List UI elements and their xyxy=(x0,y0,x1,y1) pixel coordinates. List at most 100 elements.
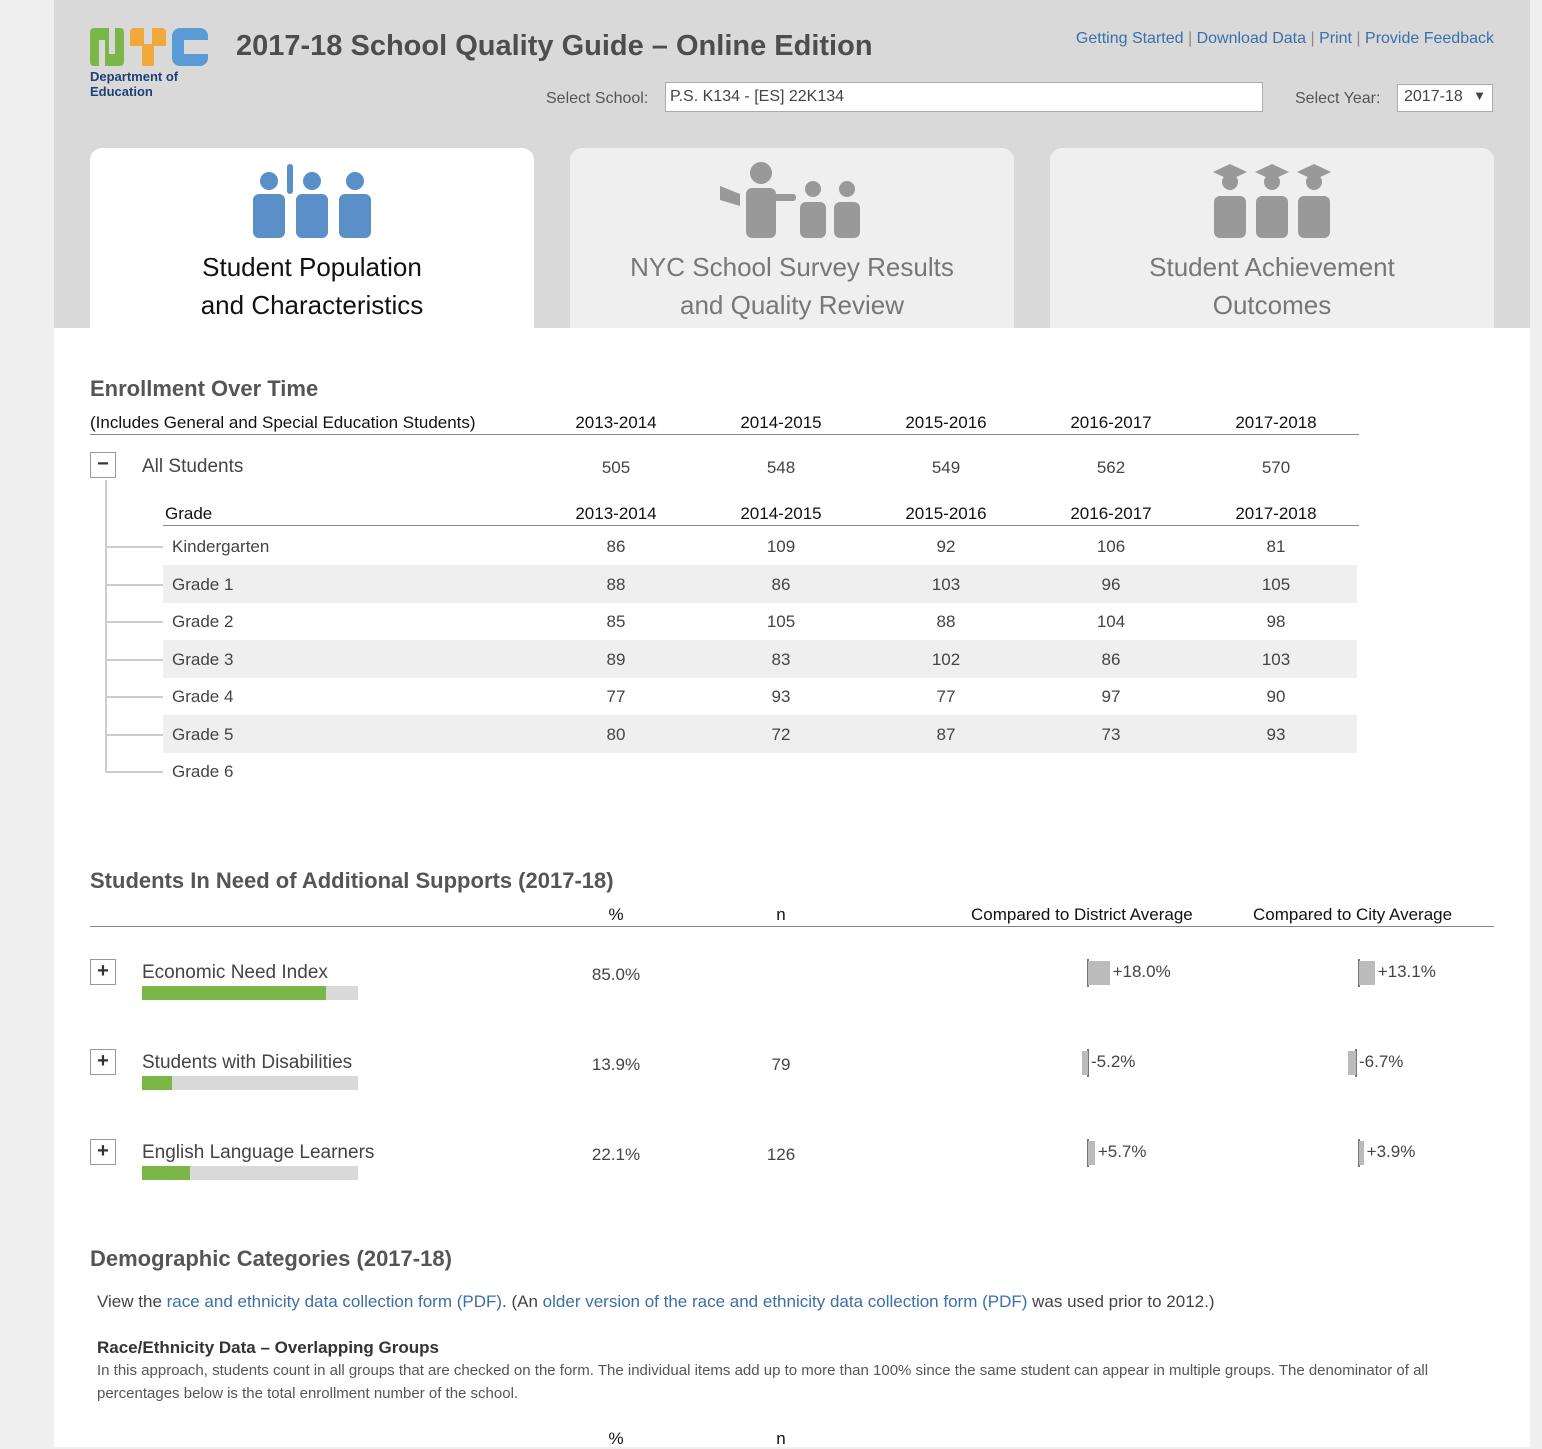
link-separator: | xyxy=(1356,30,1361,47)
page-title: 2017-18 School Quality Guide – Online Ed… xyxy=(236,30,873,62)
all-students-value: 505 xyxy=(601,458,631,477)
expand-disabilities-button[interactable]: + xyxy=(90,1049,116,1075)
row-stripe xyxy=(163,565,1357,603)
year-header: 2016-2017 xyxy=(1070,413,1152,432)
grade-value: 72 xyxy=(771,725,791,744)
demographics-intro: View the race and ethnicity data collect… xyxy=(97,1292,1215,1312)
teacher-with-students-icon xyxy=(720,162,860,238)
header: Department of Education 2017-18 School Q… xyxy=(54,0,1530,328)
city-compare-bar xyxy=(1359,1141,1364,1165)
grade-value: 81 xyxy=(1266,537,1286,556)
grade-value: 105 xyxy=(766,612,796,631)
logo-department-text: Department of Education xyxy=(90,69,178,99)
nyc-doe-logo[interactable]: Department of Education xyxy=(90,26,210,102)
intro-text: . (An xyxy=(502,1292,543,1311)
overlapping-groups-heading: Race/Ethnicity Data – Overlapping Groups xyxy=(97,1338,439,1357)
demographics-section-title: Demographic Categories (2017-18) xyxy=(90,1246,452,1271)
district-compare-value: +18.0% xyxy=(1112,962,1171,981)
tab-label-line-2: and Characteristics xyxy=(200,290,424,320)
expand-ell-button[interactable]: + xyxy=(90,1139,116,1165)
n-column-header: n xyxy=(776,905,786,924)
grade-value: 97 xyxy=(1101,687,1121,706)
tab-student-population[interactable]: Student Population and Characteristics xyxy=(90,148,534,328)
link-separator: | xyxy=(1187,30,1193,47)
grade-value: 109 xyxy=(766,537,796,556)
year-header: 2016-2017 xyxy=(1070,504,1152,523)
enrollment-section-title: Enrollment Over Time xyxy=(90,376,319,401)
expand-economic-need-button[interactable]: + xyxy=(90,959,116,985)
year-header: 2017-2018 xyxy=(1235,504,1317,523)
district-compare-bar xyxy=(1088,1141,1095,1165)
pct-bar xyxy=(142,1166,358,1180)
row-stripe xyxy=(163,640,1357,678)
city-compare-value: -6.7% xyxy=(1359,1052,1404,1071)
year-select[interactable]: 2017-18 ▼ xyxy=(1397,84,1493,112)
dropdown-arrow-icon: ▼ xyxy=(1473,88,1486,103)
grade-value: 103 xyxy=(931,575,961,594)
grade-value: 105 xyxy=(1261,575,1291,594)
print-link[interactable]: Print xyxy=(1319,30,1352,47)
select-school-label: Select School: xyxy=(546,90,649,107)
all-students-value: 562 xyxy=(1096,458,1126,477)
support-pct: 22.1% xyxy=(591,1145,641,1164)
pct-bar-fill xyxy=(142,1166,190,1180)
grade-label: Grade 6 xyxy=(172,762,234,781)
grade-value: 86 xyxy=(606,537,626,556)
support-n: 79 xyxy=(771,1055,791,1074)
getting-started-link[interactable]: Getting Started xyxy=(1075,30,1184,47)
all-students-value: 549 xyxy=(931,458,961,477)
intro-text: was used prior to 2012.) xyxy=(1027,1292,1215,1311)
provide-feedback-link[interactable]: Provide Feedback xyxy=(1365,30,1494,47)
grade-value: 89 xyxy=(606,650,626,669)
tree-branch xyxy=(105,734,163,736)
tab-label: Student Population and Characteristics xyxy=(90,248,534,324)
all-students-value: 548 xyxy=(766,458,796,477)
supports-section-title: Students In Need of Additional Supports … xyxy=(90,868,614,893)
grade-value: 87 xyxy=(936,725,956,744)
district-compare-value: -5.2% xyxy=(1091,1052,1136,1071)
pct-bar-fill xyxy=(142,1076,173,1090)
tree-branch xyxy=(105,696,163,698)
pct-column-header: % xyxy=(608,1429,624,1448)
grade-value: 73 xyxy=(1101,725,1121,744)
tree-branch xyxy=(105,546,163,548)
graduates-icon xyxy=(1213,164,1331,238)
intro-text: View the xyxy=(97,1292,167,1311)
school-search-input[interactable] xyxy=(665,82,1263,112)
tab-student-achievement[interactable]: Student Achievement Outcomes xyxy=(1050,148,1494,328)
city-compare-bar xyxy=(1347,1051,1356,1075)
tree-branch xyxy=(105,584,163,586)
collapse-all-students-button[interactable]: − xyxy=(90,452,116,478)
tab-label: NYC School Survey Results and Quality Re… xyxy=(570,248,1014,324)
tree-branch xyxy=(105,621,163,623)
grade-header-rule xyxy=(163,525,1359,526)
city-compare-value: +13.1% xyxy=(1377,962,1436,981)
download-data-link[interactable]: Download Data xyxy=(1196,30,1306,47)
older-race-form-link[interactable]: older version of the race and ethnicity … xyxy=(542,1292,1028,1311)
page: Department of Education 2017-18 School Q… xyxy=(54,0,1530,1448)
tab-label-line-2: and Quality Review xyxy=(680,290,904,320)
enrollment-subtitle: (Includes General and Special Education … xyxy=(90,413,476,432)
district-compare-value: +5.7% xyxy=(1097,1142,1147,1161)
grade-column-header: Grade xyxy=(165,504,213,523)
city-column-header: Compared to City Average xyxy=(1253,905,1453,924)
link-separator: | xyxy=(1310,30,1315,47)
year-header: 2015-2016 xyxy=(905,413,987,432)
race-form-link[interactable]: race and ethnicity data collection form … xyxy=(166,1292,503,1311)
city-compare-bar xyxy=(1359,961,1375,985)
header-rule xyxy=(90,434,1359,435)
select-year-label: Select Year: xyxy=(1295,90,1381,107)
tab-survey-results[interactable]: NYC School Survey Results and Quality Re… xyxy=(570,148,1014,328)
overlapping-groups-description: In this approach, students count in all … xyxy=(97,1362,1429,1402)
grade-value: 88 xyxy=(936,612,956,631)
city-compare-axis xyxy=(1355,1049,1357,1077)
tab-label-line-1: NYC School Survey Results xyxy=(630,252,954,282)
pct-bar xyxy=(142,1076,358,1090)
district-compare-axis xyxy=(1087,1049,1089,1077)
grade-value: 106 xyxy=(1096,537,1126,556)
row-stripe xyxy=(163,715,1357,753)
grade-value: 85 xyxy=(606,612,626,631)
grade-label: Grade 1 xyxy=(172,575,234,594)
grade-value: 86 xyxy=(1101,650,1121,669)
tab-label: Student Achievement Outcomes xyxy=(1050,248,1494,324)
